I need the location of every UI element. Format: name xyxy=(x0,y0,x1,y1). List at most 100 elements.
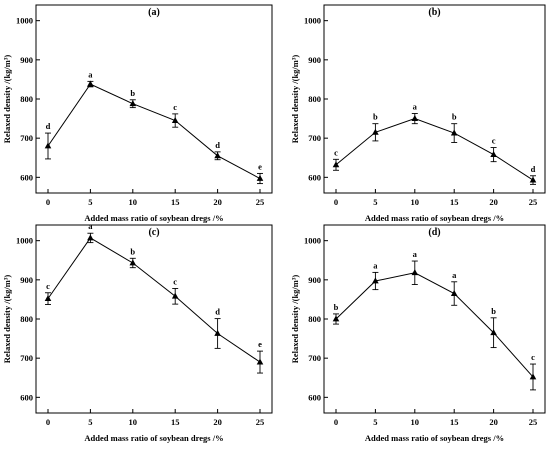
y-axis-title: Relaxed density /(kg/m³) xyxy=(2,275,12,364)
x-axis-title: Added mass ratio of soybean dregs /% xyxy=(84,213,223,223)
significance-letter: b xyxy=(491,306,496,316)
x-tick-label: 0 xyxy=(334,197,338,207)
y-tick-label: 900 xyxy=(20,275,33,285)
x-tick-label: 15 xyxy=(171,417,180,427)
y-tick-label: 1000 xyxy=(304,16,321,26)
data-point-marker xyxy=(411,269,419,276)
significance-letter: c xyxy=(334,147,338,157)
significance-letter: a xyxy=(373,260,378,270)
panel-label: (d) xyxy=(428,227,440,238)
significance-letter: e xyxy=(258,161,262,171)
y-tick-label: 800 xyxy=(308,314,321,324)
y-tick-label: 900 xyxy=(308,55,321,65)
x-tick-label: 25 xyxy=(256,417,265,427)
y-tick-label: 1000 xyxy=(16,16,33,26)
data-point-marker xyxy=(129,259,137,266)
x-tick-label: 25 xyxy=(529,197,538,207)
chart-panel-1: 600 700 800 900 1000 0 5 10 15 20 25 Added mass rat… xyxy=(2,4,273,223)
x-tick-label: 20 xyxy=(213,197,222,207)
significance-letter: c xyxy=(46,281,50,291)
x-tick-label: 10 xyxy=(411,417,420,427)
x-tick-label: 5 xyxy=(373,197,377,207)
plot-frame xyxy=(35,224,273,414)
significance-letter: e xyxy=(258,339,262,349)
x-axis-title: Added mass ratio of soybean dregs /% xyxy=(365,213,504,223)
data-point-marker xyxy=(372,277,379,284)
significance-letter: a xyxy=(413,101,418,111)
data-point-marker xyxy=(214,152,221,159)
x-tick-label: 10 xyxy=(129,197,138,207)
x-tick-label: 5 xyxy=(88,417,92,427)
significance-letter: b xyxy=(373,112,378,122)
plot-frame xyxy=(323,4,546,194)
x-tick-label: 20 xyxy=(213,417,222,427)
data-point-marker xyxy=(529,373,537,380)
data-point-marker xyxy=(372,128,379,135)
significance-letter: d xyxy=(531,164,536,174)
significance-letter: b xyxy=(130,246,135,256)
data-point-marker xyxy=(411,114,419,121)
y-tick-label: 900 xyxy=(308,275,321,285)
data-point-marker xyxy=(214,329,221,336)
x-tick-label: 15 xyxy=(450,197,459,207)
panel-label: (b) xyxy=(428,7,440,18)
significance-letter: b xyxy=(130,88,135,98)
significance-letter: a xyxy=(88,69,93,79)
data-point-marker xyxy=(44,295,52,302)
data-point-marker xyxy=(87,80,94,87)
significance-letter: c xyxy=(492,136,496,146)
x-tick-label: 25 xyxy=(529,417,538,427)
y-tick-label: 600 xyxy=(20,392,33,402)
data-point-marker xyxy=(450,289,458,296)
y-tick-label: 600 xyxy=(20,172,33,182)
chart-panel-2: 600 700 800 900 1000 0 5 10 15 20 25 Added mass rat… xyxy=(290,4,546,223)
x-tick-label: 5 xyxy=(373,417,377,427)
y-tick-label: 700 xyxy=(308,133,321,143)
significance-letter: d xyxy=(215,307,220,317)
series-line xyxy=(47,237,261,363)
y-tick-label: 700 xyxy=(308,353,321,363)
plot-frame xyxy=(35,4,273,194)
data-point-marker xyxy=(129,100,137,107)
y-tick-label: 1000 xyxy=(304,236,321,246)
panel-label: (a) xyxy=(148,7,160,18)
significance-letter: a xyxy=(413,249,418,259)
x-tick-label: 20 xyxy=(489,197,498,207)
chart-panel-3: 600 700 800 900 1000 0 5 10 15 20 25 Added mass rat… xyxy=(2,221,273,443)
data-point-marker xyxy=(87,234,94,241)
data-point-marker xyxy=(450,129,458,136)
data-point-marker xyxy=(490,329,497,336)
data-point-marker xyxy=(256,358,264,365)
y-tick-label: 800 xyxy=(20,314,33,324)
x-axis-title: Added mass ratio of soybean dregs /% xyxy=(84,433,223,443)
y-tick-label: 600 xyxy=(308,392,321,402)
y-tick-label: 800 xyxy=(20,94,33,104)
x-tick-label: 15 xyxy=(171,197,180,207)
panel-label: (c) xyxy=(148,227,159,238)
data-point-marker xyxy=(171,292,179,299)
significance-letter: c xyxy=(173,102,177,112)
x-tick-label: 0 xyxy=(46,417,50,427)
data-point-marker xyxy=(256,174,264,181)
series-line xyxy=(335,118,534,181)
significance-letter: d xyxy=(46,121,51,131)
y-tick-label: 600 xyxy=(308,172,321,182)
x-tick-label: 25 xyxy=(256,197,265,207)
significance-letter: c xyxy=(531,352,535,362)
y-axis-title: Relaxed density /(kg/m³) xyxy=(290,275,300,364)
significance-letter: a xyxy=(88,221,93,231)
y-tick-label: 700 xyxy=(20,353,33,363)
data-point-marker xyxy=(332,315,340,322)
y-axis-title: Relaxed density /(kg/m³) xyxy=(290,55,300,144)
x-tick-label: 0 xyxy=(46,197,50,207)
y-tick-label: 1000 xyxy=(16,236,33,246)
data-point-marker xyxy=(529,176,537,183)
data-point-marker xyxy=(44,142,52,149)
y-axis-title: Relaxed density /(kg/m³) xyxy=(2,55,12,144)
x-axis-title: Added mass ratio of soybean dregs /% xyxy=(365,433,504,443)
series-line xyxy=(47,83,261,179)
significance-letter: a xyxy=(452,270,457,280)
significance-letter: b xyxy=(334,302,339,312)
